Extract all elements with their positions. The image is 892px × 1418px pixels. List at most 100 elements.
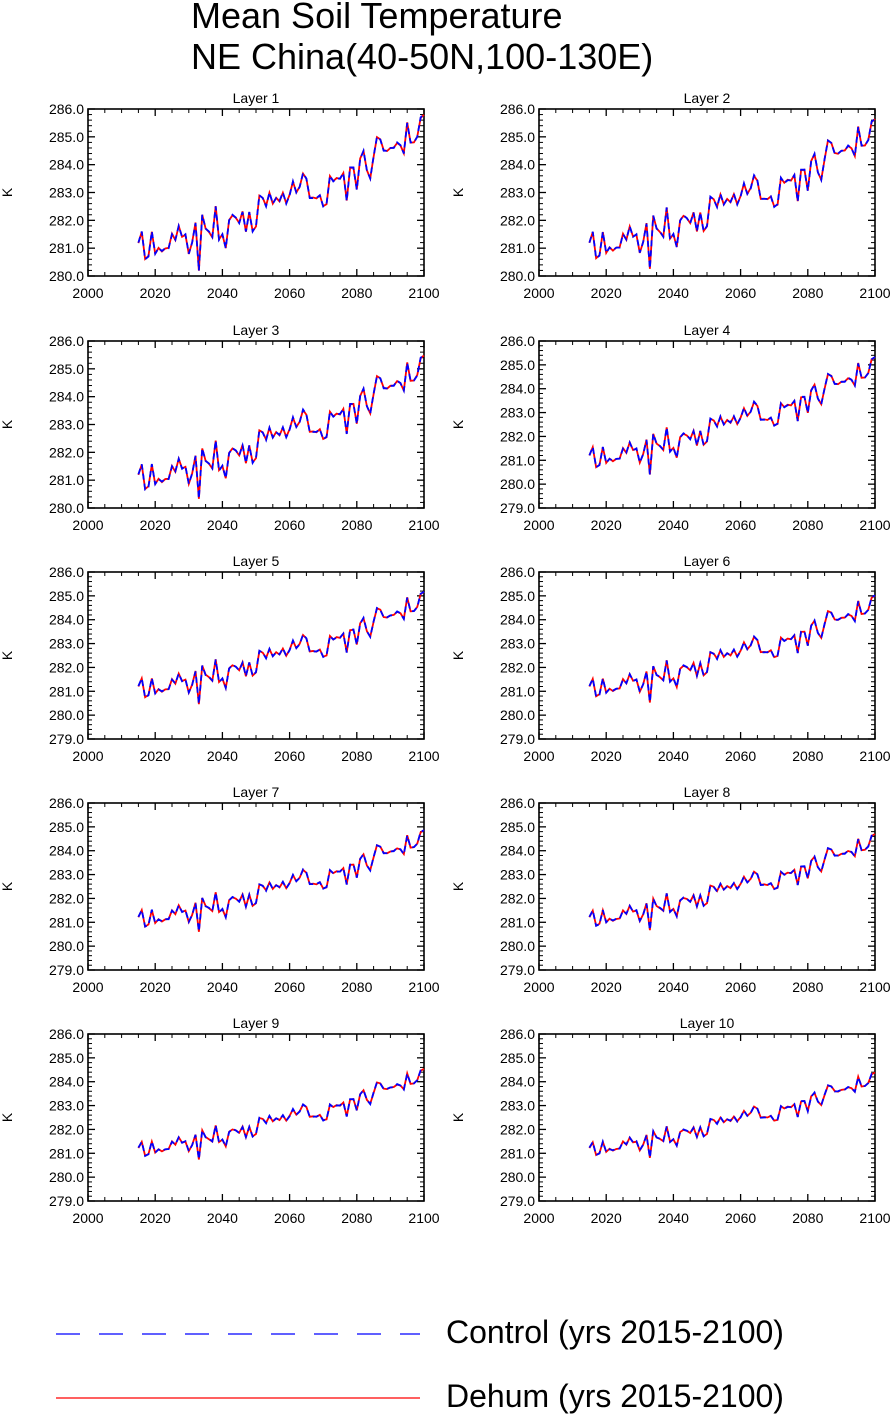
x-tick-label: 2080 xyxy=(341,979,372,995)
y-tick-label: 279.0 xyxy=(49,1193,84,1209)
y-tick-label: 286.0 xyxy=(500,564,535,580)
y-tick-label: 282.0 xyxy=(500,1121,535,1137)
series-line-dehum xyxy=(588,1071,876,1158)
x-tick-label: 2060 xyxy=(274,1210,305,1226)
y-tick-label: 285.0 xyxy=(500,1050,535,1066)
y-tick-label: 285.0 xyxy=(49,588,84,604)
x-tick-label: 2060 xyxy=(725,979,756,995)
y-tick-label: 283.0 xyxy=(500,636,535,652)
panel-layer-9: Layer 9 K 279.0 280.0 281.0 282.0 283.0 284.0 28… xyxy=(0,1015,440,1226)
y-tick-label: 282.0 xyxy=(49,444,84,460)
y-tick-label: 279.0 xyxy=(49,731,84,747)
y-tick-label: 286.0 xyxy=(49,333,84,349)
x-tick-label: 2000 xyxy=(523,285,554,301)
y-tick-label: 279.0 xyxy=(500,500,535,516)
y-tick-label: 285.0 xyxy=(49,819,84,835)
x-tick-label: 2000 xyxy=(523,979,554,995)
y-axis-label: K xyxy=(450,881,466,891)
x-tick-label: 2020 xyxy=(591,748,622,764)
y-tick-label: 279.0 xyxy=(500,731,535,747)
x-tick-label: 2020 xyxy=(140,979,171,995)
series-line-dehum xyxy=(137,591,425,705)
x-tick-label: 2060 xyxy=(274,517,305,533)
x-tick-label: 2080 xyxy=(792,517,823,533)
panel-layer-7: Layer 7 K 279.0 280.0 281.0 282.0 283.0 284.0 28… xyxy=(0,784,440,995)
x-tick-label: 2040 xyxy=(658,1210,689,1226)
x-tick-label: 2040 xyxy=(658,748,689,764)
x-tick-label: 2060 xyxy=(725,285,756,301)
y-tick-label: 284.0 xyxy=(49,157,84,173)
x-tick-label: 2060 xyxy=(274,748,305,764)
plot-frame xyxy=(87,571,425,740)
y-tick-label: 281.0 xyxy=(500,452,535,468)
x-tick-label: 2040 xyxy=(207,517,238,533)
x-tick-label: 2040 xyxy=(658,979,689,995)
x-tick-label: 2020 xyxy=(591,517,622,533)
y-tick-label: 284.0 xyxy=(49,612,84,628)
y-tick-label: 283.0 xyxy=(49,417,84,433)
y-tick-label: 280.0 xyxy=(49,1169,84,1185)
x-tick-label: 2060 xyxy=(725,517,756,533)
x-tick-label: 2080 xyxy=(341,285,372,301)
y-tick-label: 283.0 xyxy=(500,405,535,421)
y-tick-label: 280.0 xyxy=(500,707,535,723)
y-tick-label: 281.0 xyxy=(49,683,84,699)
x-tick-label: 2100 xyxy=(859,979,890,995)
x-tick-label: 2000 xyxy=(72,517,103,533)
y-axis-label: K xyxy=(450,1112,466,1122)
x-tick-label: 2100 xyxy=(859,748,890,764)
plot-frame xyxy=(87,340,425,509)
x-tick-label: 2060 xyxy=(725,1210,756,1226)
y-tick-label: 281.0 xyxy=(500,240,535,256)
series-line-control xyxy=(137,829,425,932)
plot-frame xyxy=(538,108,876,277)
y-tick-label: 279.0 xyxy=(49,962,84,978)
y-tick-label: 283.0 xyxy=(500,1098,535,1114)
x-tick-label: 2040 xyxy=(207,285,238,301)
x-tick-label: 2100 xyxy=(859,1210,890,1226)
y-tick-label: 280.0 xyxy=(49,707,84,723)
x-tick-label: 2100 xyxy=(859,285,890,301)
x-tick-label: 2040 xyxy=(658,285,689,301)
x-tick-label: 2100 xyxy=(408,517,439,533)
y-tick-label: 281.0 xyxy=(49,472,84,488)
x-tick-label: 2080 xyxy=(792,285,823,301)
y-tick-label: 282.0 xyxy=(49,659,84,675)
y-tick-label: 283.0 xyxy=(49,867,84,883)
plot-frame xyxy=(87,1033,425,1202)
x-tick-label: 2040 xyxy=(658,517,689,533)
series-line-control xyxy=(588,118,876,269)
y-axis-label: K xyxy=(0,650,15,660)
y-tick-label: 282.0 xyxy=(500,428,535,444)
x-tick-label: 2080 xyxy=(792,1210,823,1226)
y-tick-label: 282.0 xyxy=(500,890,535,906)
y-tick-label: 281.0 xyxy=(500,1145,535,1161)
panel-layer-3: Layer 3 K 280.0 281.0 282.0 283.0 284.0 285.0 28… xyxy=(0,322,440,533)
y-tick-label: 286.0 xyxy=(49,1026,84,1042)
y-tick-label: 285.0 xyxy=(49,361,84,377)
y-tick-label: 282.0 xyxy=(49,890,84,906)
y-tick-label: 285.0 xyxy=(500,588,535,604)
y-tick-label: 283.0 xyxy=(49,185,84,201)
x-tick-label: 2000 xyxy=(72,1210,103,1226)
x-tick-label: 2000 xyxy=(72,285,103,301)
y-tick-label: 284.0 xyxy=(49,389,84,405)
x-tick-label: 2000 xyxy=(523,748,554,764)
y-tick-label: 282.0 xyxy=(49,1121,84,1137)
series-line-dehum xyxy=(137,1068,425,1160)
x-tick-label: 2100 xyxy=(408,979,439,995)
panel-title: Layer 6 xyxy=(684,553,731,569)
y-tick-label: 281.0 xyxy=(49,1145,84,1161)
y-tick-label: 285.0 xyxy=(49,129,84,145)
y-tick-label: 286.0 xyxy=(49,564,84,580)
y-tick-label: 285.0 xyxy=(49,1050,84,1066)
y-tick-label: 284.0 xyxy=(49,1074,84,1090)
plot-frame xyxy=(538,1033,876,1202)
y-tick-label: 282.0 xyxy=(500,212,535,228)
x-tick-label: 2020 xyxy=(591,979,622,995)
y-axis-label: K xyxy=(0,419,15,429)
y-tick-label: 285.0 xyxy=(500,129,535,145)
series-line-control xyxy=(588,356,876,475)
y-tick-label: 279.0 xyxy=(500,962,535,978)
